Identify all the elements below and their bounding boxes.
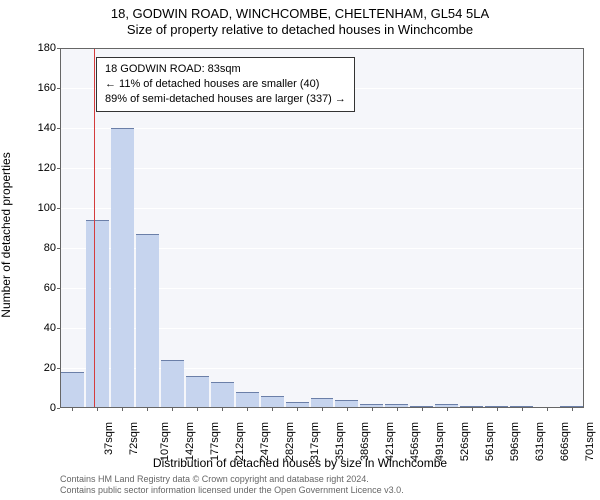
x-tick-mark	[72, 408, 73, 411]
x-tick-mark	[447, 408, 448, 411]
info-layer: 18 GODWIN ROAD: 83sqm ← 11% of detached …	[60, 48, 584, 408]
x-tick-mark	[547, 408, 548, 411]
footer-attribution: Contains HM Land Registry data © Crown c…	[60, 474, 404, 496]
y-tick-label: 60	[16, 282, 56, 294]
x-tick-mark	[322, 408, 323, 411]
y-tick-mark	[57, 248, 60, 249]
x-tick-mark	[197, 408, 198, 411]
x-tick-label: 37sqm	[104, 422, 116, 455]
footer-line-1: Contains HM Land Registry data © Crown c…	[60, 474, 404, 485]
x-tick-mark	[422, 408, 423, 411]
x-tick-mark	[147, 408, 148, 411]
x-tick-mark	[522, 408, 523, 411]
info-line-2: ← 11% of detached houses are smaller (40…	[105, 77, 346, 92]
y-tick-label: 180	[16, 42, 56, 54]
x-tick-mark	[122, 408, 123, 411]
x-tick-mark	[97, 408, 98, 411]
info-line-1: 18 GODWIN ROAD: 83sqm	[105, 62, 346, 77]
title-line-1: 18, GODWIN ROAD, WINCHCOMBE, CHELTENHAM,…	[0, 6, 600, 21]
x-tick-mark	[347, 408, 348, 411]
footer-line-2: Contains public sector information licen…	[60, 485, 404, 496]
x-axis-label: Distribution of detached houses by size …	[0, 456, 600, 470]
y-tick-mark	[57, 408, 60, 409]
y-tick-mark	[57, 288, 60, 289]
x-tick-mark	[572, 408, 573, 411]
y-tick-mark	[57, 208, 60, 209]
title-line-2: Size of property relative to detached ho…	[0, 22, 600, 37]
x-tick-mark	[272, 408, 273, 411]
y-tick-label: 0	[16, 402, 56, 414]
info-line-3: 89% of semi-detached houses are larger (…	[105, 92, 346, 107]
y-tick-mark	[57, 168, 60, 169]
y-tick-mark	[57, 128, 60, 129]
y-tick-mark	[57, 88, 60, 89]
x-tick-mark	[372, 408, 373, 411]
x-tick-mark	[222, 408, 223, 411]
x-tick-label: 72sqm	[128, 422, 140, 455]
y-tick-mark	[57, 368, 60, 369]
y-tick-label: 140	[16, 122, 56, 134]
info-box: 18 GODWIN ROAD: 83sqm ← 11% of detached …	[96, 57, 355, 112]
y-tick-label: 40	[16, 322, 56, 334]
y-tick-mark	[57, 328, 60, 329]
x-tick-mark	[472, 408, 473, 411]
y-axis-label: Number of detached properties	[0, 152, 13, 317]
x-tick-mark	[172, 408, 173, 411]
x-tick-mark	[397, 408, 398, 411]
plot-area: 18 GODWIN ROAD: 83sqm ← 11% of detached …	[60, 48, 584, 408]
chart-container: 18, GODWIN ROAD, WINCHCOMBE, CHELTENHAM,…	[0, 0, 600, 500]
x-tick-mark	[297, 408, 298, 411]
y-tick-label: 100	[16, 202, 56, 214]
y-tick-label: 160	[16, 82, 56, 94]
y-tick-label: 20	[16, 362, 56, 374]
y-tick-label: 120	[16, 162, 56, 174]
y-tick-label: 80	[16, 242, 56, 254]
x-tick-mark	[497, 408, 498, 411]
x-tick-mark	[247, 408, 248, 411]
y-tick-mark	[57, 48, 60, 49]
